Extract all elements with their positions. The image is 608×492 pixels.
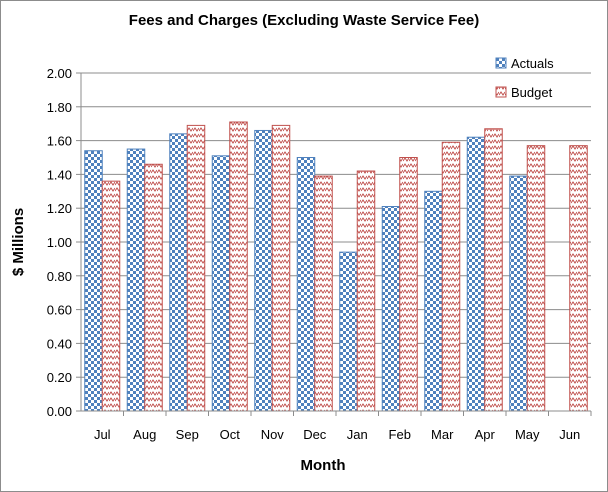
y-tick-label: 2.00 <box>47 66 72 81</box>
y-tick-label: 1.00 <box>47 235 72 250</box>
x-tick-label: Dec <box>303 427 327 442</box>
x-tick-label: Feb <box>389 427 411 442</box>
bar-actuals-may <box>509 175 528 412</box>
bar-actuals-jul <box>84 150 103 412</box>
y-tick-label: 0.40 <box>47 336 72 351</box>
bar-budget-oct <box>229 121 248 412</box>
x-tick-label: Mar <box>431 427 454 442</box>
bar-actuals-aug <box>126 148 146 412</box>
y-tick-label: 1.40 <box>47 167 72 182</box>
bar-budget-dec <box>314 175 333 412</box>
bar-budget-feb <box>399 157 418 412</box>
x-tick-label: Jun <box>559 427 580 442</box>
x-tick-label: Sep <box>176 427 199 442</box>
bar-actuals-feb <box>381 206 401 412</box>
bar-actuals-oct <box>211 155 231 412</box>
bar-actuals-nov <box>254 129 273 412</box>
bar-actuals-dec <box>296 157 316 412</box>
bar-budget-sep <box>186 124 206 412</box>
y-tick-label: 0.80 <box>47 269 72 284</box>
bar-budget-jan <box>356 170 376 412</box>
y-tick-label: 0.20 <box>47 370 72 385</box>
bar-budget-jun <box>569 145 588 412</box>
y-axis-title: $ Millions <box>10 208 27 276</box>
x-tick-label: Jul <box>94 427 111 442</box>
bar-actuals-sep <box>169 133 188 412</box>
x-tick-label: May <box>515 427 540 442</box>
bars <box>84 121 588 412</box>
y-tick-label: 1.80 <box>47 100 72 115</box>
x-tick-label: Nov <box>261 427 285 442</box>
bar-budget-aug <box>144 163 163 412</box>
x-tick-label: Oct <box>220 427 241 442</box>
y-tick-label: 0.60 <box>47 303 72 318</box>
axes <box>80 73 591 412</box>
bar-actuals-apr <box>466 136 486 412</box>
gridlines <box>81 72 591 378</box>
y-tick-label: 0.00 <box>47 404 72 419</box>
legend-swatch-budget <box>495 86 507 98</box>
x-axis-title: Month <box>301 457 346 474</box>
bar-actuals-mar <box>424 190 443 412</box>
bar-budget-apr <box>484 128 503 412</box>
bar-budget-jul <box>101 180 121 412</box>
bar-actuals-jan <box>339 251 358 412</box>
y-tick-label: 1.60 <box>47 134 72 149</box>
y-axis-ticks: 0.00 0.20 0.40 0.60 0.80 1.00 1.20 1.40 1.60 1.80… <box>47 66 81 419</box>
legend: Actuals Budget <box>495 56 554 100</box>
y-tick-label: 1.20 <box>47 201 72 216</box>
legend-label-budget: Budget <box>511 85 553 100</box>
x-tick-label: Aug <box>133 427 156 442</box>
bar-budget-mar <box>441 141 461 412</box>
x-tick-label: Jan <box>347 427 368 442</box>
legend-label-actuals: Actuals <box>511 56 554 71</box>
x-axis-ticks: Jul Aug Sep Oct Nov Dec Jan Feb Mar Apr May Jun <box>94 411 592 442</box>
chart-title: Fees and Charges (Excluding Waste Servic… <box>129 12 479 29</box>
x-tick-label: Apr <box>475 427 496 442</box>
legend-swatch-actuals <box>495 57 507 69</box>
bar-budget-nov <box>271 124 291 412</box>
bar-budget-may <box>526 145 546 412</box>
